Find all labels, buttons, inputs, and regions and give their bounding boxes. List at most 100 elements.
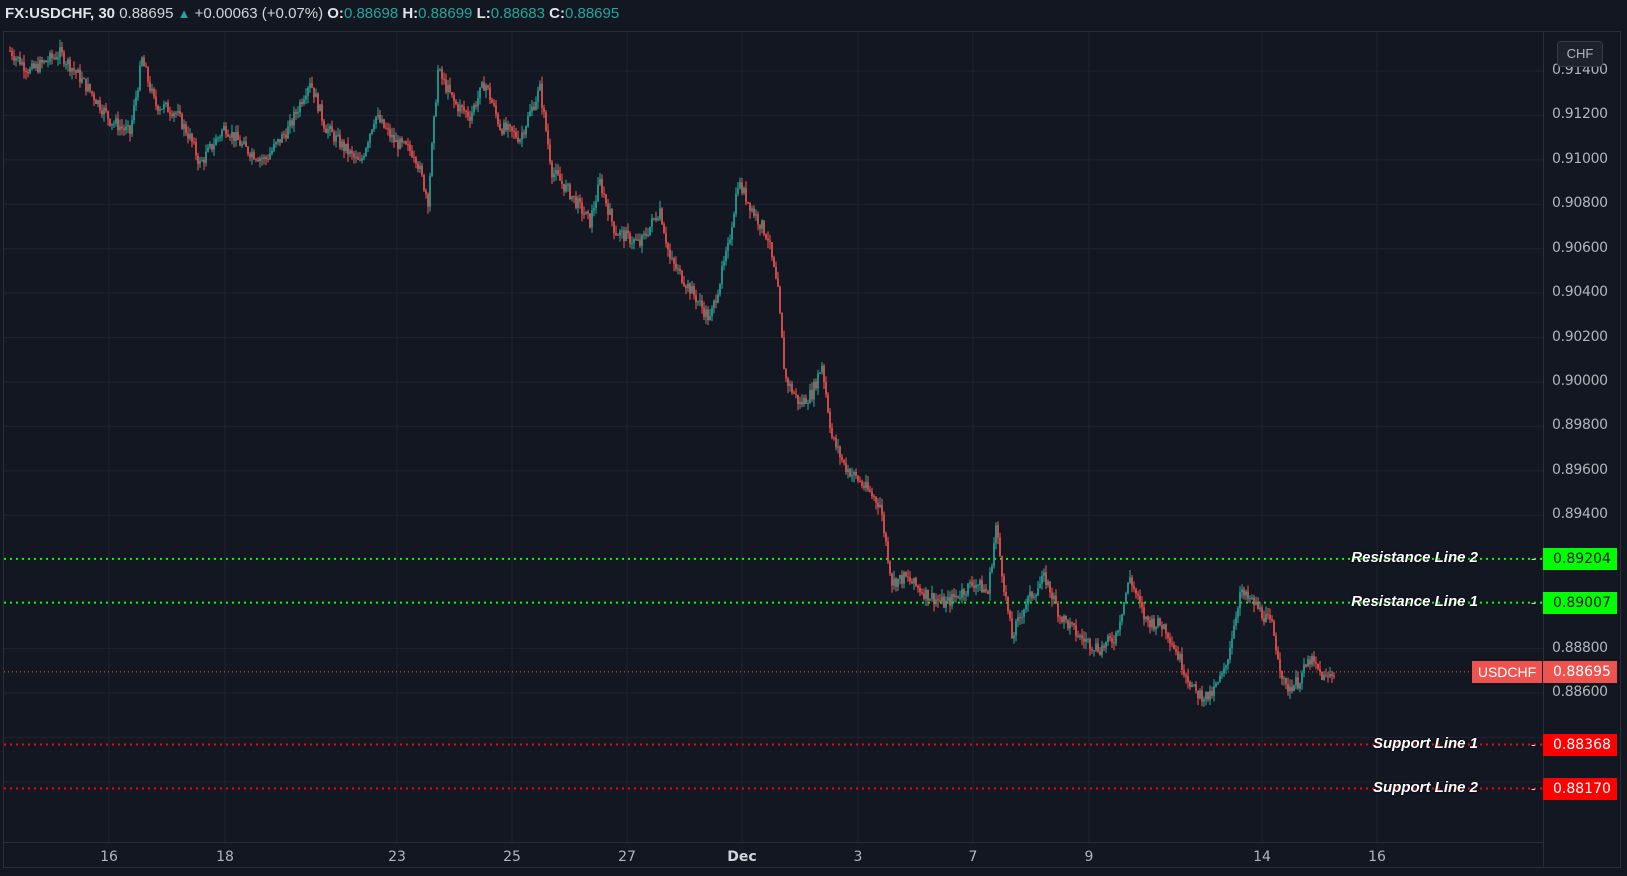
candle-body <box>847 469 849 473</box>
line-label[interactable]: Support Line 2 <box>1373 778 1478 796</box>
candlestick-plot[interactable] <box>4 32 1543 842</box>
candle-body <box>601 178 603 194</box>
candle-body <box>1019 617 1021 619</box>
candle-body <box>1131 577 1133 586</box>
candle-body <box>719 284 721 295</box>
candle-body <box>1069 622 1071 629</box>
candle-body <box>765 234 767 239</box>
price-tick: 0.90600 <box>1552 239 1608 256</box>
candle-body <box>1237 608 1239 618</box>
candle-body <box>199 161 201 164</box>
candle-body <box>295 111 297 114</box>
candle-body <box>1311 656 1313 665</box>
candle-body <box>117 118 119 131</box>
candle-body <box>1049 581 1051 593</box>
line-price-tag: 0.89204 <box>1543 547 1617 570</box>
candle-body <box>669 249 671 259</box>
candle-body <box>731 227 733 240</box>
candle-body <box>703 307 705 317</box>
line-label[interactable]: Support Line 1 <box>1373 734 1478 752</box>
candle-body <box>701 300 703 308</box>
time-axis[interactable]: 16 18 23 25 27 Dec 3 7 9 14 16 <box>4 842 1543 869</box>
candle-body <box>1149 620 1151 628</box>
candle-body <box>507 124 509 131</box>
price-axis[interactable]: 0.91400 0.91200 0.91000 0.90800 0.90600 0.904… <box>1543 32 1622 868</box>
candle-body <box>269 153 271 160</box>
candle-body <box>585 211 587 215</box>
line-label[interactable]: Resistance Line 2 <box>1351 548 1478 566</box>
candle-body <box>105 107 107 112</box>
candle-body <box>561 180 563 184</box>
candle-body <box>1215 683 1217 687</box>
candle-body <box>469 116 471 121</box>
candle-body <box>529 111 531 117</box>
candle-body <box>483 82 485 91</box>
candle-body <box>1063 615 1065 622</box>
candle-body <box>973 585 975 588</box>
candle-body <box>795 393 797 395</box>
candle-body <box>353 153 355 158</box>
candle-body <box>337 134 339 136</box>
chart-frame <box>3 31 1621 868</box>
candle-body <box>249 153 251 158</box>
candle-body <box>251 152 253 158</box>
candle-body <box>993 543 995 566</box>
candle-body <box>377 114 379 117</box>
candle-body <box>1109 636 1111 639</box>
candle-body <box>223 125 225 131</box>
candle-body <box>87 83 89 92</box>
low-label: L: <box>476 5 491 22</box>
candle-body <box>777 278 779 287</box>
candle-body <box>797 394 799 404</box>
candle-body <box>633 239 635 244</box>
candle-body <box>329 126 331 130</box>
candle-body <box>967 583 969 595</box>
candle-body <box>835 437 837 448</box>
candle-body <box>29 68 31 74</box>
candle-body <box>1035 595 1037 597</box>
candle-body <box>1209 690 1211 700</box>
candle-body <box>961 589 963 598</box>
candle-body <box>289 120 291 127</box>
candle-body <box>403 141 405 143</box>
candle-body <box>1073 623 1075 626</box>
candle-body <box>443 78 445 80</box>
candle-body <box>603 193 605 195</box>
candle-body <box>549 144 551 163</box>
candle-body <box>997 525 999 538</box>
candle-body <box>429 175 431 207</box>
candle-body <box>423 174 425 191</box>
candle-body <box>1085 639 1087 642</box>
candle-body <box>137 90 139 98</box>
line-label[interactable]: Resistance Line 1 <box>1351 592 1478 610</box>
candle-body <box>953 594 955 598</box>
candle-body <box>75 70 77 73</box>
candle-body <box>25 70 27 73</box>
currency-badge[interactable]: CHF <box>1557 41 1603 67</box>
candle-body <box>221 130 223 137</box>
candle-body <box>1291 686 1293 692</box>
candle-body <box>509 124 511 127</box>
candle-body <box>659 208 661 219</box>
candle-body <box>481 82 483 88</box>
candle-body <box>599 178 601 185</box>
candle-body <box>71 68 73 72</box>
candle-body <box>109 118 111 126</box>
candle-body <box>477 98 479 107</box>
price-tick: 0.90400 <box>1552 284 1608 301</box>
candle-body <box>285 134 287 139</box>
candle-body <box>927 589 929 601</box>
candle-body <box>1117 630 1119 633</box>
candle-body <box>1045 572 1047 585</box>
symbol-title[interactable]: FX:USDCHF, 30 <box>5 5 116 22</box>
candle-body <box>657 218 659 221</box>
candle-body <box>673 258 675 264</box>
candle-body <box>471 112 473 121</box>
candle-body <box>347 143 349 155</box>
candle-body <box>621 230 623 232</box>
candle-body <box>597 184 599 202</box>
candle-body <box>1323 675 1325 680</box>
up-arrow-icon: ▲ <box>177 6 191 21</box>
candle-body <box>1021 616 1023 618</box>
price-tick: 0.91000 <box>1552 150 1608 167</box>
